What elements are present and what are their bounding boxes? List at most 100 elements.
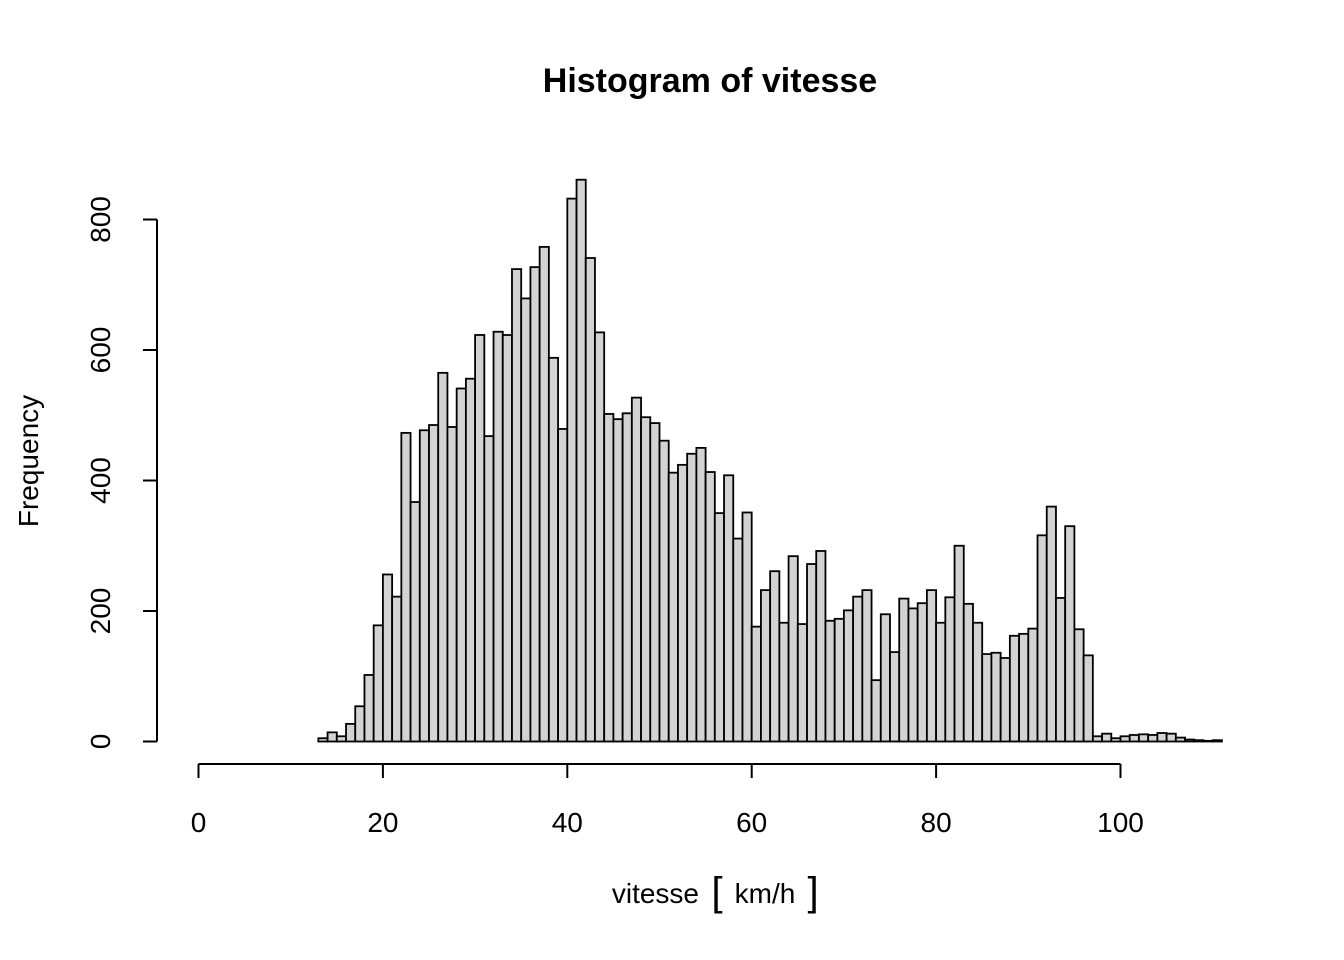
histogram-bar	[511, 268, 523, 743]
histogram-bar	[778, 621, 790, 743]
histogram-bar	[391, 595, 403, 743]
histogram-bar	[557, 428, 569, 743]
histogram-bar	[1156, 732, 1168, 743]
histogram-bar	[603, 413, 615, 743]
histogram-bar	[870, 679, 882, 743]
histogram-bar	[741, 511, 753, 743]
histogram-bar	[1202, 739, 1214, 743]
x-tick-label: 60	[736, 807, 767, 838]
histogram-bar	[999, 657, 1011, 743]
histogram-bar	[492, 330, 504, 743]
y-tick-label: 0	[85, 734, 116, 750]
histogram-bar	[667, 471, 679, 743]
bars	[317, 178, 1223, 743]
histogram-bar	[925, 589, 938, 743]
histogram-bar	[815, 550, 827, 743]
histogram-bar	[1018, 632, 1030, 743]
histogram-bar	[1184, 738, 1196, 743]
histogram-bar	[658, 439, 670, 743]
chart-title: Histogram of vitesse	[543, 62, 877, 100]
histogram-bar	[354, 705, 366, 743]
histogram-bar	[843, 609, 855, 743]
histogram-bar	[889, 651, 901, 743]
histogram-bar	[1082, 654, 1094, 743]
x-axis-label-bracket-open: [	[711, 870, 722, 914]
histogram-bar	[935, 621, 947, 743]
histogram-bar	[907, 607, 919, 743]
y-axis: 0 200 400 600 800	[85, 196, 158, 750]
histogram-bar	[686, 452, 698, 743]
histogram-bar	[501, 334, 513, 743]
histogram-bar	[677, 463, 689, 743]
histogram-bar	[861, 589, 873, 743]
histogram-bar	[695, 446, 707, 743]
histogram-bar	[529, 266, 541, 743]
histogram-bar	[621, 412, 633, 743]
y-tick-label: 600	[85, 327, 116, 374]
histogram-bar	[1101, 732, 1113, 743]
histogram-bar	[520, 297, 532, 743]
y-tick-label: 800	[85, 196, 116, 243]
histogram-bar	[879, 613, 891, 743]
histogram-bar	[953, 544, 965, 743]
histogram-bar	[584, 257, 596, 743]
histogram-bar	[972, 621, 984, 743]
x-tick-label: 80	[921, 807, 952, 838]
histogram-bar	[538, 246, 550, 743]
histogram-bar	[630, 396, 642, 743]
histogram-bar	[824, 619, 836, 743]
histogram-bar	[428, 424, 440, 743]
histogram-bar	[732, 537, 744, 743]
histogram-bar	[381, 573, 394, 743]
histogram-bar	[400, 431, 412, 743]
histogram-bar	[1027, 627, 1039, 743]
histogram-bar	[1147, 734, 1159, 743]
histogram-bar	[1055, 597, 1067, 743]
y-axis-label: Frequency	[13, 395, 44, 527]
histogram-bar	[1174, 736, 1186, 743]
histogram-bar	[1073, 628, 1085, 743]
histogram-bar	[916, 602, 928, 743]
histogram-bar	[446, 426, 458, 743]
histogram-bar	[483, 435, 495, 743]
histogram-bar	[1091, 735, 1103, 743]
x-axis-label-bracket-close: ]	[807, 870, 818, 914]
histogram-bar	[1193, 739, 1205, 743]
y-tick-label: 200	[85, 588, 116, 635]
histogram-bar	[566, 197, 578, 743]
x-tick-label: 40	[552, 807, 583, 838]
histogram-bar	[806, 563, 818, 743]
histogram-bar	[594, 331, 606, 743]
histogram-bar	[1128, 734, 1140, 743]
x-tick-label: 20	[367, 807, 398, 838]
x-tick-label: 0	[191, 807, 207, 838]
histogram-bar	[760, 589, 772, 743]
histogram-bar	[345, 722, 357, 743]
histogram-bar	[612, 418, 624, 743]
histogram-bar	[640, 416, 652, 743]
histogram-bar	[852, 595, 864, 743]
histogram-bar	[1138, 733, 1150, 743]
histogram-bar	[713, 512, 725, 743]
histogram-bar	[1045, 505, 1057, 743]
histogram-bar	[704, 471, 716, 743]
histogram-bar	[649, 422, 661, 743]
histogram-bar	[723, 474, 735, 743]
histogram-bar	[335, 735, 347, 743]
x-axis-label: vitesse [ km/h ]	[612, 870, 819, 914]
histogram-bar	[1110, 737, 1122, 743]
histogram-bar	[547, 356, 559, 743]
histogram-bar	[796, 623, 808, 743]
histogram-bar	[1119, 735, 1131, 743]
x-axis-label-unit: km/h	[735, 878, 796, 909]
histogram-bar	[1008, 634, 1020, 743]
histogram-bar	[944, 596, 956, 743]
histogram-bar	[575, 178, 587, 743]
histogram-bar	[750, 625, 762, 743]
histogram-bar	[787, 555, 799, 743]
histogram-bar	[1165, 732, 1177, 743]
histogram-bar	[769, 570, 781, 743]
histogram-bar	[372, 624, 384, 743]
histogram-bar	[455, 387, 467, 743]
